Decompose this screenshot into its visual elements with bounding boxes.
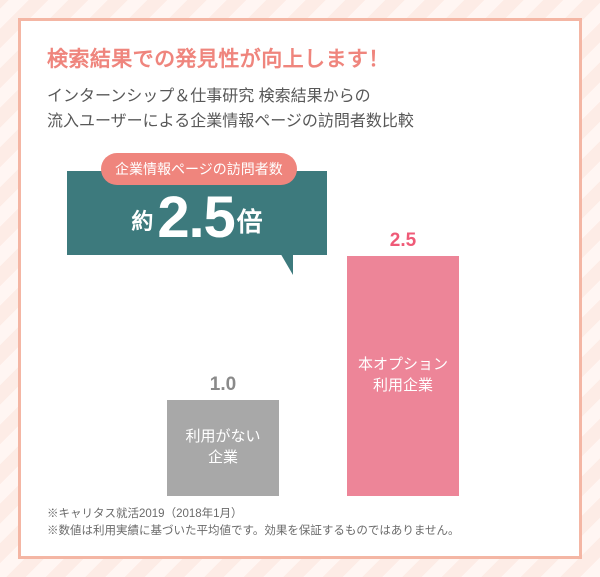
bubble-tab: 企業情報ページの訪問者数 [101, 153, 297, 185]
callout-bubble: 企業情報ページの訪問者数 約2.5倍 [67, 153, 327, 255]
bubble-number: 2.5 [157, 185, 234, 250]
bar: 利用がない企業1.0 [167, 400, 279, 496]
bar-label: 本オプション利用企業 [358, 355, 448, 396]
bar-value: 1.0 [167, 372, 279, 398]
chart-area: 利用がない企業1.0本オプション利用企業2.5 企業情報ページの訪問者数 約2.… [47, 145, 553, 496]
subtitle: インターンシップ＆仕事研究 検索結果からの流入ユーザーによる企業情報ページの訪問… [47, 85, 553, 135]
bubble-prefix: 約 [131, 209, 153, 234]
card: 検索結果での発見性が向上します！ インターンシップ＆仕事研究 検索結果からの流入… [18, 18, 582, 559]
bubble-tail-icon [279, 251, 293, 275]
bar-label: 利用がない企業 [185, 427, 260, 468]
title: 検索結果での発見性が向上します！ [47, 43, 553, 73]
bar: 本オプション利用企業2.5 [347, 256, 459, 496]
bar-value: 2.5 [347, 228, 459, 254]
footnote-line: ※キャリタス就活2019（2018年1月） [47, 506, 553, 523]
footnote-line: ※数値は利用実績に基づいた平均値です。効果を保証するものではありません。 [47, 523, 553, 540]
bubble-suffix: 倍 [237, 207, 263, 237]
footnotes: ※キャリタス就活2019（2018年1月）※数値は利用実績に基づいた平均値です。… [47, 506, 553, 541]
